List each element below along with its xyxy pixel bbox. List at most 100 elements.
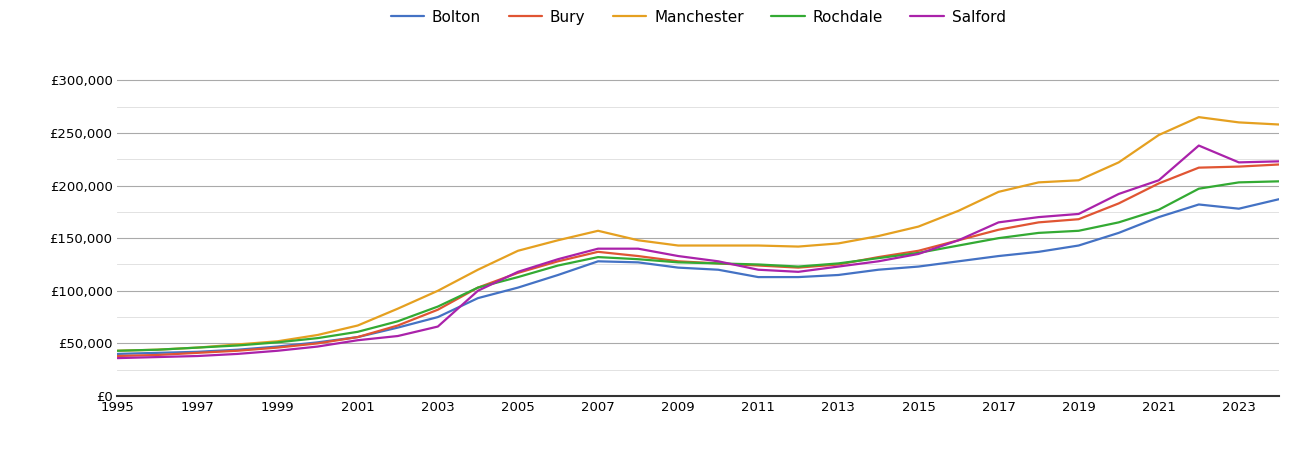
- Manchester: [1191, 114, 1207, 120]
- Bury: [750, 263, 766, 268]
- Bolton: [1231, 206, 1246, 211]
- Bolton: [630, 260, 646, 265]
- Salford: [390, 333, 406, 339]
- Rochdale: [189, 345, 205, 350]
- Manchester: [309, 332, 325, 338]
- Rochdale: [1151, 207, 1167, 212]
- Manchester: [1151, 132, 1167, 138]
- Salford: [590, 246, 606, 252]
- Rochdale: [590, 254, 606, 260]
- Salford: [990, 220, 1006, 225]
- Bury: [1031, 220, 1047, 225]
- Bury: [431, 307, 446, 312]
- Bury: [950, 238, 966, 243]
- Manchester: [390, 306, 406, 311]
- Bury: [590, 249, 606, 255]
- Manchester: [791, 244, 806, 249]
- Bolton: [870, 267, 886, 272]
- Bolton: [350, 334, 365, 340]
- Rochdale: [671, 260, 686, 265]
- Bolton: [1151, 214, 1167, 220]
- Bolton: [791, 274, 806, 280]
- Rochdale: [990, 235, 1006, 241]
- Bolton: [431, 315, 446, 320]
- Salford: [630, 246, 646, 252]
- Salford: [230, 351, 245, 356]
- Bolton: [1111, 230, 1126, 236]
- Line: Manchester: Manchester: [117, 117, 1279, 351]
- Bury: [1111, 201, 1126, 206]
- Manchester: [230, 342, 245, 347]
- Bolton: [189, 349, 205, 355]
- Salford: [750, 267, 766, 272]
- Rochdale: [791, 264, 806, 269]
- Bury: [470, 285, 485, 290]
- Bolton: [1071, 243, 1087, 248]
- Manchester: [350, 323, 365, 328]
- Salford: [270, 348, 286, 353]
- Rochdale: [431, 304, 446, 309]
- Rochdale: [390, 319, 406, 324]
- Bolton: [230, 347, 245, 352]
- Rochdale: [309, 335, 325, 341]
- Rochdale: [950, 243, 966, 248]
- Rochdale: [1231, 180, 1246, 185]
- Rochdale: [1071, 228, 1087, 234]
- Bury: [830, 262, 846, 267]
- Rochdale: [110, 348, 125, 353]
- Manchester: [150, 347, 166, 352]
- Salford: [1031, 214, 1047, 220]
- Manchester: [630, 238, 646, 243]
- Rochdale: [1191, 186, 1207, 191]
- Salford: [1191, 143, 1207, 148]
- Manchester: [590, 228, 606, 234]
- Bury: [671, 259, 686, 264]
- Bolton: [470, 296, 485, 301]
- Rochdale: [510, 274, 526, 280]
- Bury: [630, 253, 646, 259]
- Line: Salford: Salford: [117, 145, 1279, 358]
- Manchester: [510, 248, 526, 253]
- Salford: [150, 354, 166, 360]
- Rochdale: [630, 256, 646, 262]
- Manchester: [1271, 122, 1287, 127]
- Line: Bury: Bury: [117, 165, 1279, 356]
- Rochdale: [470, 285, 485, 290]
- Rochdale: [551, 263, 566, 268]
- Salford: [830, 264, 846, 269]
- Bury: [150, 352, 166, 358]
- Bolton: [950, 259, 966, 264]
- Bury: [1071, 216, 1087, 222]
- Manchester: [911, 224, 927, 230]
- Manchester: [431, 288, 446, 293]
- Bolton: [1191, 202, 1207, 207]
- Bolton: [830, 272, 846, 278]
- Salford: [470, 288, 485, 293]
- Bury: [189, 350, 205, 356]
- Rochdale: [870, 256, 886, 261]
- Rochdale: [750, 262, 766, 267]
- Bury: [309, 341, 325, 346]
- Rochdale: [830, 261, 846, 266]
- Bolton: [309, 340, 325, 345]
- Rochdale: [350, 329, 365, 334]
- Salford: [110, 356, 125, 361]
- Bolton: [270, 344, 286, 349]
- Salford: [189, 353, 205, 359]
- Rochdale: [150, 347, 166, 352]
- Rochdale: [230, 343, 245, 348]
- Manchester: [1111, 160, 1126, 165]
- Bolton: [671, 265, 686, 270]
- Salford: [1151, 178, 1167, 183]
- Bury: [390, 323, 406, 328]
- Bolton: [110, 351, 125, 356]
- Legend: Bolton, Bury, Manchester, Rochdale, Salford: Bolton, Bury, Manchester, Rochdale, Salf…: [385, 4, 1011, 31]
- Bury: [990, 227, 1006, 233]
- Rochdale: [1031, 230, 1047, 236]
- Rochdale: [270, 340, 286, 345]
- Rochdale: [710, 261, 726, 266]
- Salford: [431, 324, 446, 329]
- Bury: [350, 334, 365, 340]
- Rochdale: [1271, 179, 1287, 184]
- Salford: [1071, 211, 1087, 216]
